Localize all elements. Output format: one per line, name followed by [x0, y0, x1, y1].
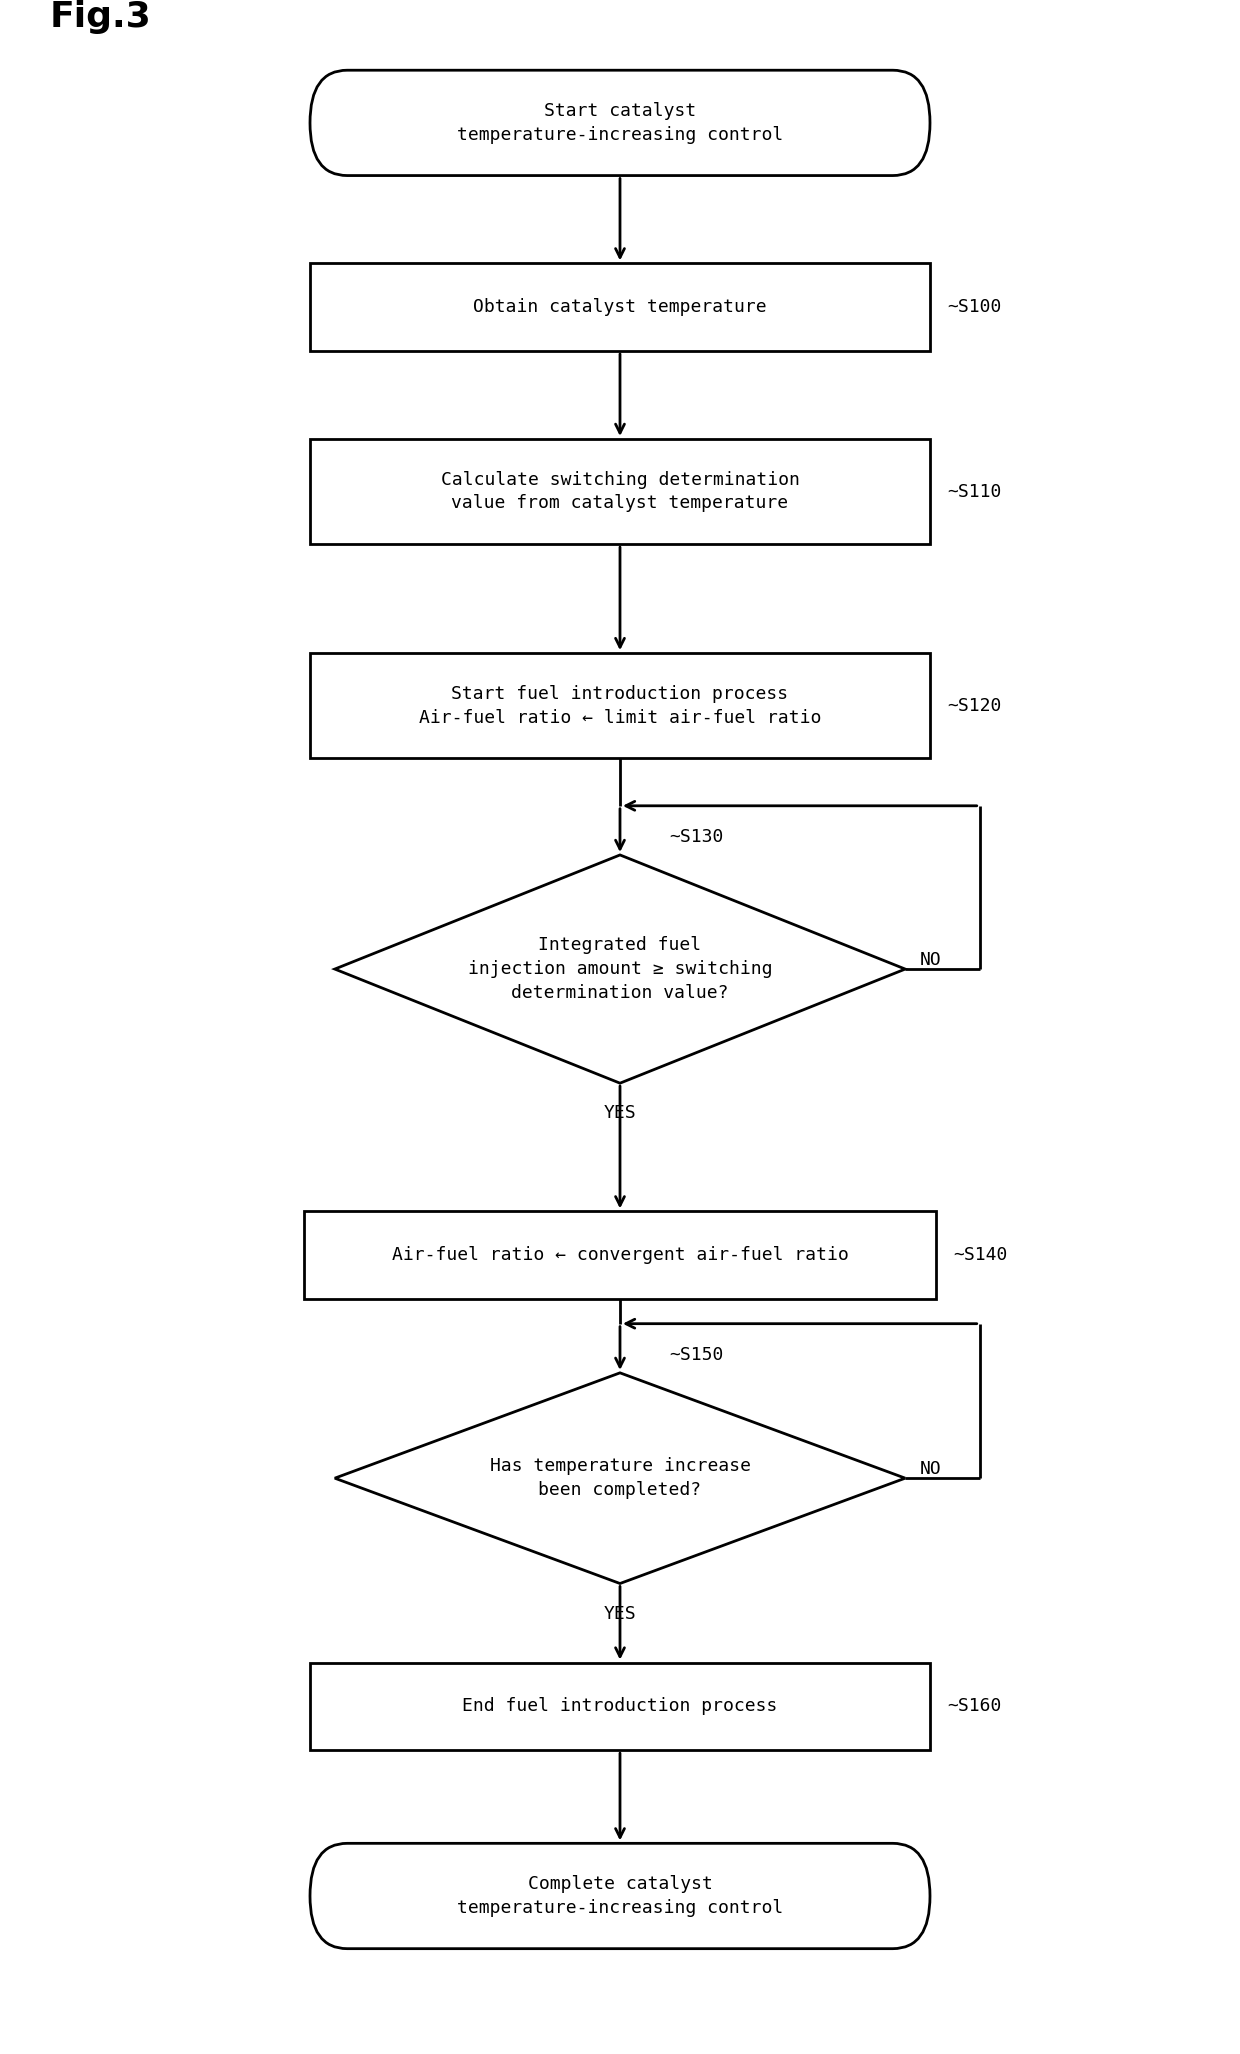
- Text: ~S120: ~S120: [947, 696, 1002, 715]
- Bar: [310, 263, 930, 351]
- Text: Calculate switching determination
value from catalyst temperature: Calculate switching determination value …: [440, 470, 800, 511]
- Text: Has temperature increase
been completed?: Has temperature increase been completed?: [490, 1458, 750, 1499]
- FancyBboxPatch shape: [310, 1842, 930, 1949]
- Text: ~S110: ~S110: [947, 483, 1002, 501]
- Text: NO: NO: [920, 1460, 942, 1479]
- Text: NO: NO: [920, 951, 942, 969]
- Text: ~S100: ~S100: [947, 298, 1002, 316]
- Bar: [310, 440, 930, 544]
- Bar: [310, 1662, 930, 1750]
- Text: ~S130: ~S130: [670, 828, 724, 846]
- Text: YES: YES: [604, 1105, 636, 1121]
- Text: End fuel introduction process: End fuel introduction process: [463, 1697, 777, 1715]
- Polygon shape: [335, 854, 905, 1082]
- Text: Start fuel introduction process
Air-fuel ratio ← limit air-fuel ratio: Start fuel introduction process Air-fuel…: [419, 684, 821, 727]
- Text: ~S150: ~S150: [670, 1345, 724, 1364]
- FancyBboxPatch shape: [310, 70, 930, 175]
- Text: Air-fuel ratio ← convergent air-fuel ratio: Air-fuel ratio ← convergent air-fuel rat…: [392, 1247, 848, 1263]
- Text: ~S140: ~S140: [954, 1247, 1008, 1263]
- Text: Fig.3: Fig.3: [50, 0, 151, 35]
- Bar: [304, 1212, 936, 1298]
- Polygon shape: [335, 1372, 905, 1584]
- Text: Integrated fuel
injection amount ≥ switching
determination value?: Integrated fuel injection amount ≥ switc…: [467, 937, 773, 1002]
- Text: Start catalyst
temperature-increasing control: Start catalyst temperature-increasing co…: [456, 103, 784, 144]
- Text: Obtain catalyst temperature: Obtain catalyst temperature: [474, 298, 766, 316]
- Text: ~S160: ~S160: [947, 1697, 1002, 1715]
- Text: YES: YES: [604, 1604, 636, 1623]
- Text: Complete catalyst
temperature-increasing control: Complete catalyst temperature-increasing…: [456, 1875, 784, 1916]
- Bar: [310, 653, 930, 758]
